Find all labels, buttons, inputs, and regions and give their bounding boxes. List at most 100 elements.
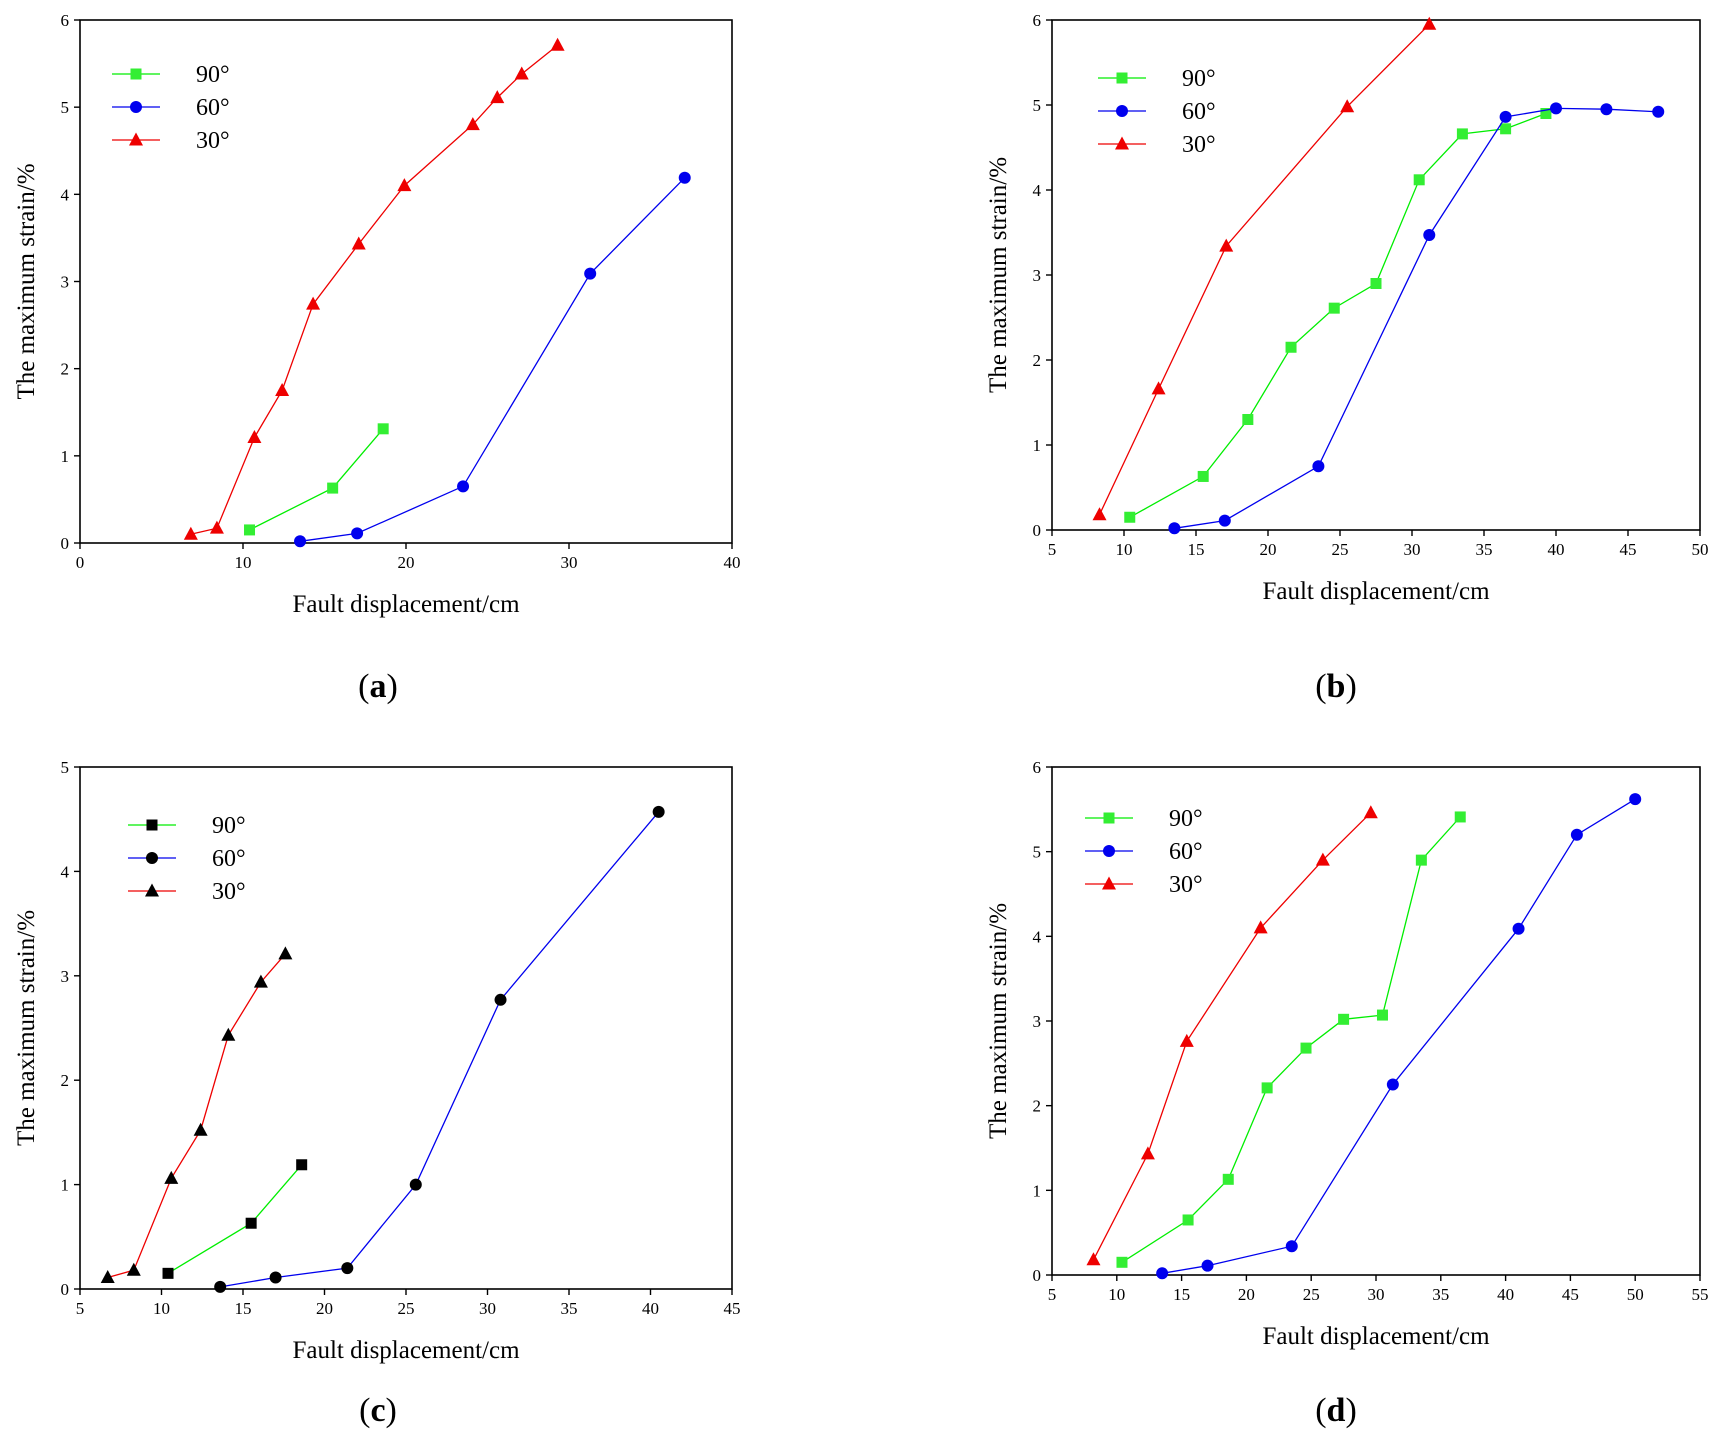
series-line-90deg <box>167 1164 303 1274</box>
panel-label: (b) <box>1315 668 1357 705</box>
data-point <box>269 1271 282 1284</box>
data-point <box>1253 920 1268 934</box>
data-point <box>1222 1173 1234 1185</box>
data-point <box>1315 852 1330 866</box>
data-point <box>1376 1009 1388 1021</box>
series-line-60deg <box>1162 798 1636 1274</box>
y-tick-label: 4 <box>1033 927 1042 946</box>
data-point <box>1328 302 1340 314</box>
data-point <box>1151 381 1166 395</box>
series-line-60deg <box>220 811 660 1288</box>
series-line-60deg <box>300 177 686 542</box>
x-axis-title: Fault displacement/cm <box>1262 578 1490 605</box>
x-tick-label: 10 <box>153 1299 170 1318</box>
data-point <box>494 993 507 1006</box>
data-point <box>1454 811 1466 823</box>
x-tick-label: 45 <box>724 1299 741 1318</box>
data-point <box>1512 922 1525 935</box>
data-point <box>652 805 665 818</box>
data-point <box>1197 470 1209 482</box>
data-point <box>351 236 366 250</box>
legend-marker <box>1116 105 1128 117</box>
x-tick-label: 5 <box>1048 540 1057 559</box>
x-tick-label: 25 <box>1303 1285 1320 1304</box>
y-tick-label: 5 <box>1033 96 1042 115</box>
legend-label: 60° <box>1169 839 1203 865</box>
data-point <box>1285 341 1297 353</box>
y-tick-label: 1 <box>1033 436 1042 455</box>
legend-marker <box>1103 812 1115 824</box>
y-tick-label: 3 <box>61 273 70 292</box>
x-tick-label: 30 <box>1404 540 1421 559</box>
x-tick-label: 10 <box>1108 1285 1125 1304</box>
x-tick-label: 10 <box>1116 540 1133 559</box>
legend-label: 60° <box>1182 99 1216 125</box>
x-tick-label: 25 <box>1332 540 1349 559</box>
legend-marker <box>1103 845 1115 857</box>
legend-label: 90° <box>212 813 246 839</box>
y-tick-label: 1 <box>61 447 70 466</box>
y-tick-label: 5 <box>1033 843 1042 862</box>
x-tick-label: 40 <box>642 1299 659 1318</box>
series-line-90deg <box>249 428 384 531</box>
y-tick-label: 0 <box>61 534 70 553</box>
y-tick-label: 2 <box>1033 1097 1042 1116</box>
x-tick-label: 5 <box>1048 1285 1057 1304</box>
x-tick-label: 30 <box>561 553 578 572</box>
legend-marker <box>1102 876 1116 890</box>
x-tick-label: 40 <box>1497 1285 1514 1304</box>
data-point <box>162 1267 174 1279</box>
data-point <box>490 90 505 104</box>
data-point <box>244 524 256 536</box>
data-point <box>1550 102 1562 115</box>
data-point <box>1540 108 1552 119</box>
data-point <box>1386 1078 1399 1091</box>
plot-frame <box>79 19 733 544</box>
y-tick-label: 1 <box>1033 1181 1042 1200</box>
x-tick-label: 5 <box>76 1299 85 1318</box>
data-point <box>457 480 470 493</box>
y-tick-label: 4 <box>61 862 70 881</box>
legend-marker <box>129 132 143 146</box>
plot-frame <box>1051 766 1701 1276</box>
data-point <box>1218 514 1231 527</box>
legend-marker <box>130 68 142 80</box>
x-axis-title: Fault displacement/cm <box>1262 1323 1490 1350</box>
data-point <box>126 1262 141 1276</box>
x-tick-label: 35 <box>1476 540 1493 559</box>
x-tick-label: 30 <box>479 1299 496 1318</box>
data-point <box>1456 128 1468 140</box>
data-point <box>1285 1240 1298 1253</box>
y-axis-title: The maximum strain/% <box>985 157 1012 393</box>
y-axis-title: The maximum strain/% <box>13 163 40 399</box>
legend-label: 90° <box>1169 806 1203 832</box>
x-tick-label: 40 <box>724 553 741 572</box>
legend-marker <box>146 819 158 831</box>
legend-marker <box>1115 136 1129 150</box>
legend-label: 30° <box>212 879 246 905</box>
data-point <box>550 37 565 51</box>
data-point <box>1156 1267 1169 1280</box>
plot-frame <box>1051 19 1701 531</box>
data-point <box>214 1280 227 1293</box>
y-tick-label: 3 <box>1033 1012 1042 1031</box>
data-point <box>1219 238 1234 252</box>
data-point <box>409 1178 422 1191</box>
x-tick-label: 35 <box>1432 1285 1449 1304</box>
data-point <box>1363 805 1378 819</box>
y-axis-title: The maximum strain/% <box>13 910 40 1146</box>
y-tick-label: 5 <box>61 758 70 777</box>
y-tick-label: 2 <box>1033 351 1042 370</box>
y-tick-label: 2 <box>61 360 70 379</box>
data-point <box>1261 1082 1273 1094</box>
data-point <box>351 527 364 540</box>
x-tick-label: 20 <box>1260 540 1277 559</box>
y-tick-label: 4 <box>1033 181 1042 200</box>
series-line-30deg <box>190 44 559 535</box>
y-tick-label: 0 <box>1033 1266 1042 1285</box>
legend-marker <box>146 852 158 864</box>
series-line-30deg <box>1092 812 1372 1261</box>
plot-frame <box>79 766 733 1290</box>
data-point <box>1415 854 1427 866</box>
